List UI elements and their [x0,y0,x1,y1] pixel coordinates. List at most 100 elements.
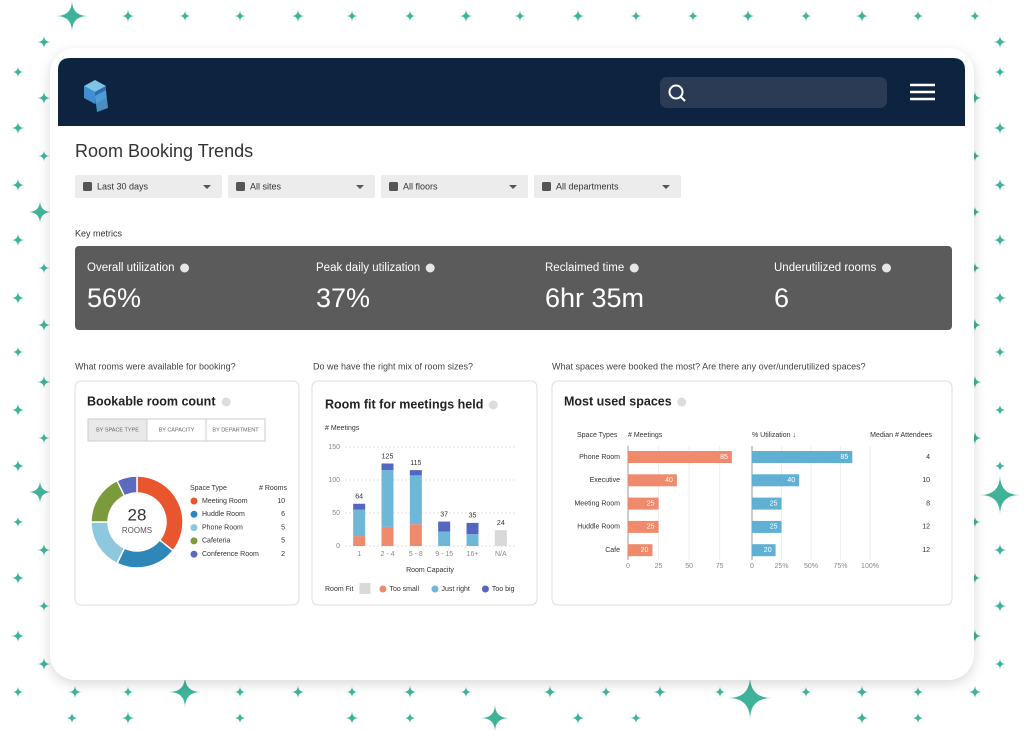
filter-dropdown[interactable] [534,175,681,198]
bar-value-label: 25 [647,524,655,531]
sparkle [969,150,981,162]
info-icon [629,263,639,273]
sparkle [38,600,50,612]
bar-total-label: 125 [382,453,394,460]
attendee-value: 4 [926,454,930,461]
sparkle [68,685,82,699]
info-icon [488,400,498,410]
dropdown-caret [662,185,670,189]
donut-center-label: ROOMS [122,526,152,535]
bar-total-label: 64 [355,494,363,501]
bar [628,451,732,463]
sparkle [994,460,1006,472]
sparkle [800,10,812,22]
x-tick-label: 16+ [467,551,479,558]
sparkle [38,432,50,444]
donut-total: 28 [128,505,147,524]
sparkle [514,10,526,22]
sparkle [38,150,50,162]
tab[interactable] [205,418,266,442]
dropdown-caret [356,185,364,189]
sparkle [37,318,51,332]
legend-swatch [190,550,198,558]
x-tick-label: 75 [716,563,724,570]
bar-segment [409,475,422,525]
info-icon [882,263,892,273]
sparkle [728,676,772,720]
attendee-value: 10 [922,477,930,484]
filter-icon [236,182,245,191]
bar-segment [438,531,451,546]
x-tick-label: 2 - 4 [380,551,394,558]
bar [628,544,653,557]
sparkle [37,375,51,389]
bar-segment [353,503,366,510]
filter-dropdown[interactable] [75,175,222,198]
sparkle [969,516,981,528]
filter-label: All floors [403,181,438,191]
y-tick-label: 50 [332,510,340,517]
sparkle [404,712,416,724]
y-tick-label: 100 [328,477,340,484]
filter-label: All sites [250,181,282,191]
sparkle [11,178,25,192]
row-label: Meeting Room [574,500,620,507]
bar-value-label: 85 [720,454,728,461]
filter-icon [542,182,551,191]
bar-segment [494,530,507,546]
sparkle [968,91,982,105]
legend-label: Too small [389,586,419,593]
info-icon [180,263,190,273]
menu-button[interactable] [910,83,935,101]
info-icon [677,397,687,407]
bar-segment [353,509,366,537]
legend-value: 2 [281,551,285,558]
sparkle [234,686,246,698]
sparkle [37,543,51,557]
sparkle [291,9,305,23]
sparkle [12,516,24,528]
legend-swatch [481,585,489,593]
bar-value-label: 40 [787,477,795,484]
filter-dropdown[interactable] [381,175,528,198]
sparkle [994,658,1006,670]
sparkle [37,35,51,49]
legend-value: 6 [281,511,285,518]
column-header: % Utilization ↓ [752,432,796,439]
sparkle [12,686,24,698]
column-header: # Meetings [628,432,663,439]
legend-label: Huddle Room [202,511,245,518]
sparkle [969,262,981,274]
card [311,380,538,606]
sparkle [234,712,246,724]
legend-header: # Rooms [259,485,288,492]
legend-value: 5 [281,524,285,531]
bar [752,497,782,510]
filter-dropdown[interactable] [228,175,375,198]
legend-header: Space Type [190,485,227,492]
sparkle [855,685,869,699]
y-tick-label: 0 [336,543,340,550]
bar-total-label: 37 [440,511,448,518]
sparkle [37,657,51,671]
section-label: Key metrics [75,228,123,238]
legend-value: 5 [281,538,285,545]
legend-swatch [190,524,198,532]
sparkle [403,685,417,699]
x-tick-label: 0 [750,563,754,570]
card-title: Most used spaces [564,394,672,408]
card-title: Room fit for meetings held [325,397,483,411]
donut-segment [116,475,138,497]
x-tick-label: 75% [833,563,847,570]
sparkle [630,712,642,724]
legend-swatch [431,585,439,593]
bar-segment [466,534,479,546]
x-tick-label: 25% [774,563,788,570]
sparkle [12,346,24,358]
sparkle [800,686,812,698]
attendee-value: 12 [922,524,930,531]
sparkle [993,233,1007,247]
bar-value-label: 40 [665,477,673,484]
sparkle [968,318,982,332]
search-box[interactable] [660,77,887,108]
